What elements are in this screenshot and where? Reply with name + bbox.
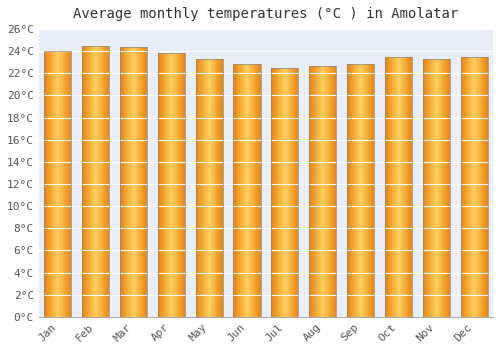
Title: Average monthly temperatures (°C ) in Amolatar: Average monthly temperatures (°C ) in Am… bbox=[74, 7, 458, 21]
